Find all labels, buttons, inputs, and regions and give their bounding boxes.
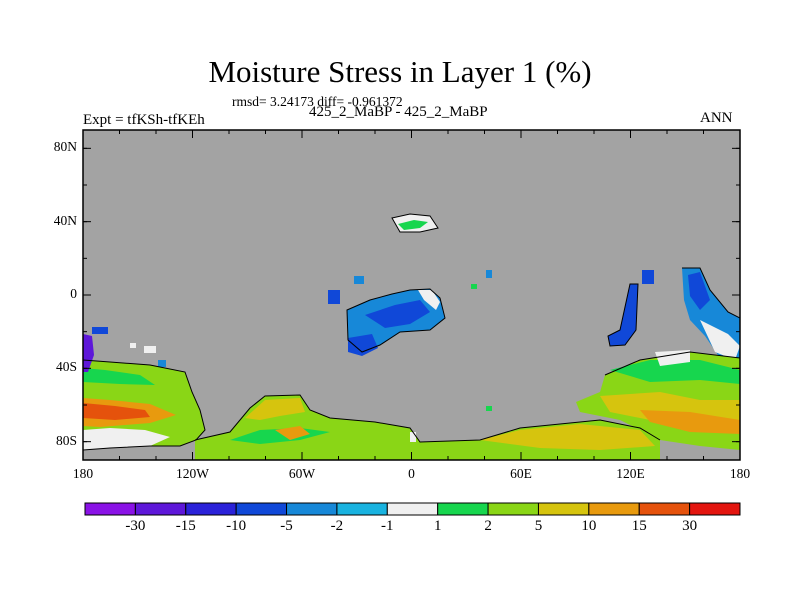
europe-green xyxy=(398,220,428,230)
y-tick-label: 40S xyxy=(55,359,77,375)
colorbar-swatch xyxy=(588,502,640,516)
experiment-label: Expt = tfKSh-tfKEh xyxy=(83,112,205,128)
colorbar-swatch xyxy=(638,502,691,516)
africa-west xyxy=(348,334,378,356)
antarctica-yellow xyxy=(245,398,305,420)
x-tick-label: 60W xyxy=(288,466,316,481)
africa-neutral xyxy=(418,290,440,310)
colorbar-swatch xyxy=(386,502,439,516)
australia-neutral xyxy=(655,350,690,366)
south-america-teal xyxy=(83,368,155,385)
x-tick-label: 120E xyxy=(616,466,645,481)
x-tick-label: 180 xyxy=(72,466,94,481)
colorbar xyxy=(84,502,741,516)
season-label: ANN xyxy=(700,110,733,126)
x-tick-label: 120W xyxy=(176,466,209,481)
colorbar-label: 30 xyxy=(682,518,698,534)
antarctica-orange xyxy=(275,426,310,440)
y-tick-label: 0 xyxy=(70,286,77,301)
colorbar-swatch xyxy=(286,502,338,516)
colorbar-swatch xyxy=(537,502,590,516)
australia-orange xyxy=(640,410,740,434)
colorbar-label: 1 xyxy=(433,518,442,534)
y-tick-label: 40N xyxy=(53,212,77,228)
land-field xyxy=(83,214,740,460)
antarctica-east xyxy=(480,424,655,450)
y-tick-label: 80S xyxy=(55,432,77,448)
colorbar-label: -2 xyxy=(330,518,344,534)
run-label: 425_2_MaBP - 425_2_MaBP xyxy=(309,104,488,120)
colorbar-swatch xyxy=(689,502,741,516)
colorbar-label: -15 xyxy=(175,518,196,534)
x-tick-label: 0 xyxy=(408,466,415,481)
australia-green xyxy=(610,360,740,384)
plot-title: Moisture Stress in Layer 1 (%) xyxy=(208,54,592,89)
colorbar-label: 5 xyxy=(534,518,543,534)
stats-text: rmsd= 3.24173 diff= -0.961372 xyxy=(232,94,403,109)
south-america-neutral xyxy=(83,428,170,450)
colorbar-label: -1 xyxy=(381,518,394,534)
colorbar-label: -30 xyxy=(125,518,146,534)
colorbar-swatch xyxy=(185,502,237,516)
pacific-island-strip xyxy=(608,284,638,346)
pacific-deep xyxy=(688,272,710,310)
south-america-neg xyxy=(83,334,94,372)
south-america-core xyxy=(83,403,150,420)
colorbar-label: -5 xyxy=(280,518,293,534)
y-tick-label: 80N xyxy=(53,139,77,155)
x-tick-label: 60E xyxy=(510,466,532,481)
africa-deep xyxy=(365,300,430,328)
colorbar-label: -10 xyxy=(226,518,247,534)
colorbar-label: 2 xyxy=(484,518,492,534)
colorbar-swatch xyxy=(336,502,388,516)
colorbar-label: 15 xyxy=(631,518,647,534)
colorbar-swatch xyxy=(437,502,489,516)
colorbar-swatch xyxy=(235,502,288,516)
colorbar-swatch xyxy=(134,502,187,516)
coastline-outline xyxy=(83,213,740,451)
colorbar-swatch xyxy=(84,502,136,516)
x-tick-label: 180 xyxy=(729,466,751,481)
colorbar-swatch xyxy=(487,502,539,516)
colorbar-label: 10 xyxy=(581,518,597,534)
pacific-neutral xyxy=(700,320,740,360)
